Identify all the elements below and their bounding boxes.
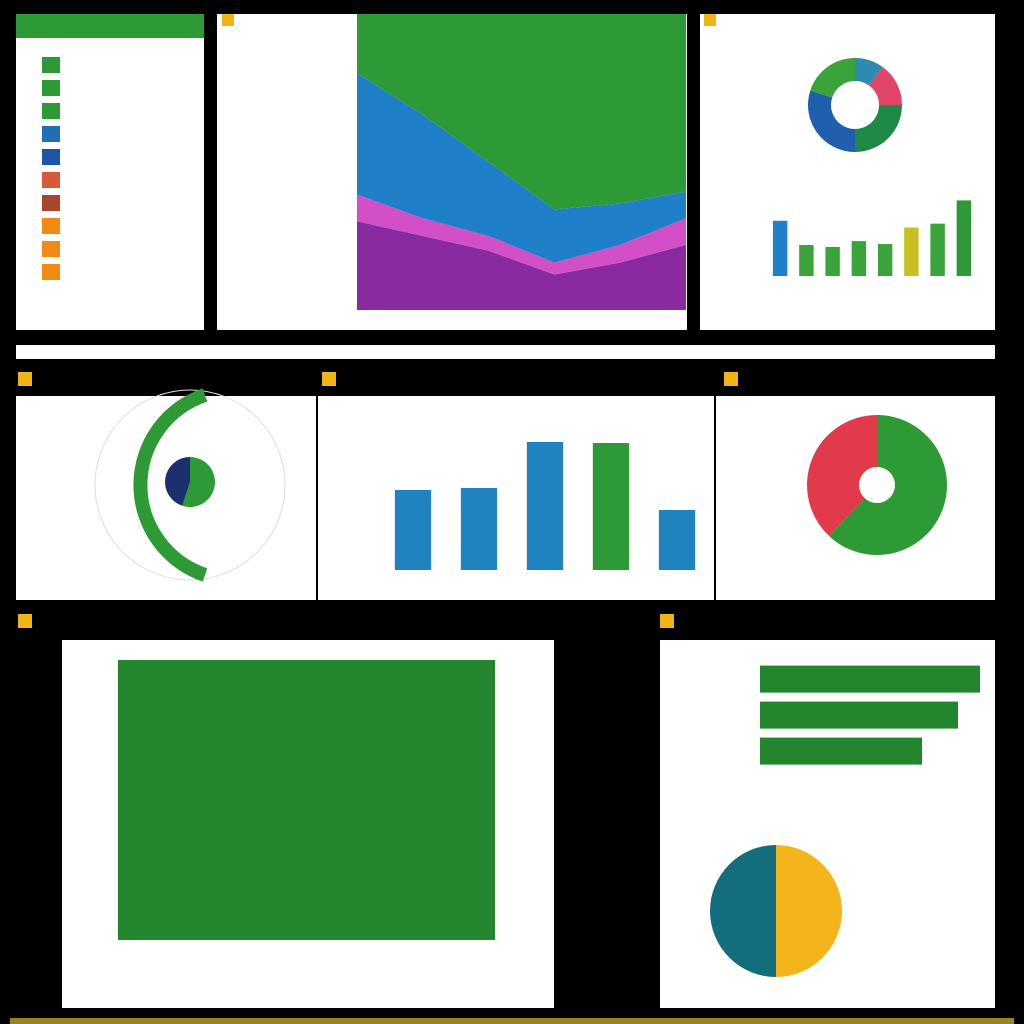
panel-header	[16, 14, 204, 38]
bar	[526, 442, 564, 570]
area	[357, 194, 686, 275]
area	[357, 221, 686, 310]
bar	[904, 227, 919, 276]
legend-swatch	[42, 103, 60, 119]
bar	[799, 244, 814, 276]
footer-bar	[10, 1018, 1014, 1024]
bar	[658, 510, 696, 570]
slice	[164, 456, 190, 506]
bar	[760, 701, 958, 729]
slice	[855, 105, 902, 152]
divider	[16, 345, 995, 359]
slice	[829, 415, 947, 555]
bar	[592, 443, 630, 570]
icon	[18, 614, 32, 628]
ring-guide	[94, 389, 286, 581]
bar	[851, 241, 867, 276]
bar	[394, 490, 432, 570]
bar	[760, 737, 922, 765]
icon	[660, 614, 674, 628]
legend-swatch	[42, 241, 60, 257]
panel	[318, 396, 714, 600]
legend-swatch	[42, 149, 60, 165]
icon	[724, 372, 738, 386]
area	[357, 73, 686, 263]
legend-swatch	[42, 195, 60, 211]
bar	[930, 223, 945, 276]
legend-swatch	[42, 80, 60, 96]
slice	[776, 845, 842, 977]
bar	[760, 665, 980, 693]
icon	[222, 14, 234, 26]
slice	[807, 415, 877, 537]
icon	[322, 372, 336, 386]
legend-swatch	[42, 57, 60, 73]
slice	[182, 457, 215, 507]
panel	[660, 640, 995, 1008]
bar	[772, 220, 788, 276]
slice	[710, 845, 776, 977]
bar	[956, 200, 972, 276]
slice	[855, 58, 883, 86]
bar	[118, 660, 495, 940]
slice	[810, 58, 855, 98]
ring-arc	[133, 388, 208, 582]
legend-swatch	[42, 264, 60, 280]
icon	[704, 14, 716, 26]
slice	[808, 90, 855, 152]
legend-swatch	[42, 172, 60, 188]
slice	[869, 66, 902, 105]
bar	[460, 488, 498, 570]
header-icons	[18, 14, 738, 628]
legend-swatch	[42, 126, 60, 142]
area	[357, 14, 686, 210]
legend-swatch	[42, 218, 60, 234]
icon	[18, 372, 32, 386]
bar	[877, 244, 893, 276]
bar	[825, 246, 840, 276]
